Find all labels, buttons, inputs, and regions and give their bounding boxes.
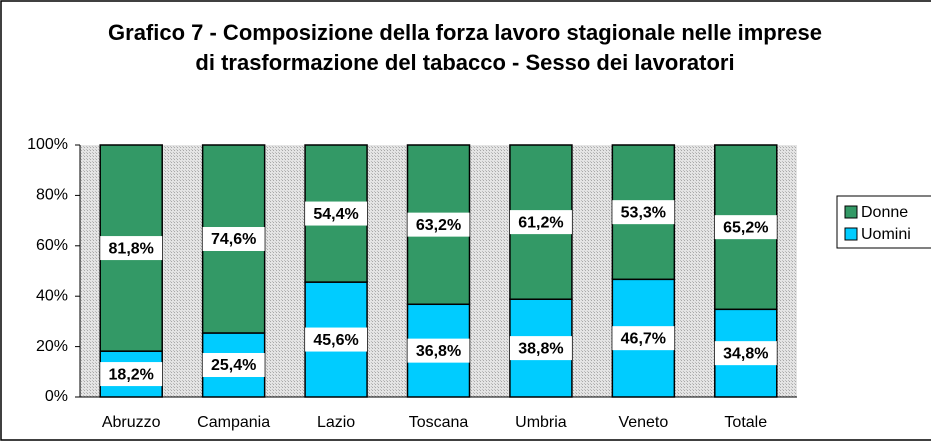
label-box — [714, 341, 777, 366]
label-box — [202, 352, 265, 377]
x-tick-label: Lazio — [317, 414, 355, 431]
data-label: 38,8% — [518, 340, 563, 357]
label-box — [305, 201, 368, 226]
label-box — [509, 210, 572, 235]
data-label: 63,2% — [416, 217, 461, 234]
x-tick-label: Abruzzo — [102, 414, 161, 431]
label-box — [100, 362, 163, 387]
y-tick-label: 40% — [36, 287, 68, 304]
label-box — [509, 336, 572, 361]
label-box — [714, 215, 777, 240]
y-tick-label: 80% — [36, 187, 68, 204]
chart-title: Grafico 7 - Composizione della forza lav… — [108, 20, 822, 75]
x-tick-label: Umbria — [515, 414, 567, 431]
x-tick-label: Totale — [724, 414, 767, 431]
data-label: 74,6% — [211, 231, 256, 248]
data-label: 65,2% — [723, 219, 768, 236]
data-label: 36,8% — [416, 343, 461, 360]
label-box — [612, 200, 675, 225]
data-label: 18,2% — [109, 366, 154, 383]
data-label: 25,4% — [211, 357, 256, 374]
label-box — [202, 226, 265, 251]
x-tick-label: Veneto — [618, 414, 668, 431]
data-label: 46,7% — [621, 330, 666, 347]
label-box — [612, 326, 675, 351]
legend-label: Donne — [861, 204, 908, 221]
label-box — [407, 212, 470, 237]
label-box — [305, 327, 368, 352]
legend-swatch — [844, 205, 858, 219]
y-tick-label: 100% — [27, 136, 68, 153]
x-tick-label: Campania — [197, 414, 270, 431]
data-label: 53,3% — [621, 204, 666, 221]
label-box — [100, 236, 163, 261]
data-label: 61,2% — [518, 214, 563, 231]
data-label: 45,6% — [313, 332, 358, 349]
y-tick-label: 0% — [45, 388, 68, 405]
data-label: 81,8% — [109, 240, 154, 257]
label-box — [407, 338, 470, 363]
data-label: 54,4% — [313, 206, 358, 223]
y-tick-label: 20% — [36, 338, 68, 355]
legend-swatch — [844, 227, 858, 241]
legend-label: Uomini — [861, 226, 911, 243]
y-tick-label: 60% — [36, 237, 68, 254]
x-tick-label: Toscana — [409, 414, 469, 431]
data-label: 34,8% — [723, 345, 768, 362]
